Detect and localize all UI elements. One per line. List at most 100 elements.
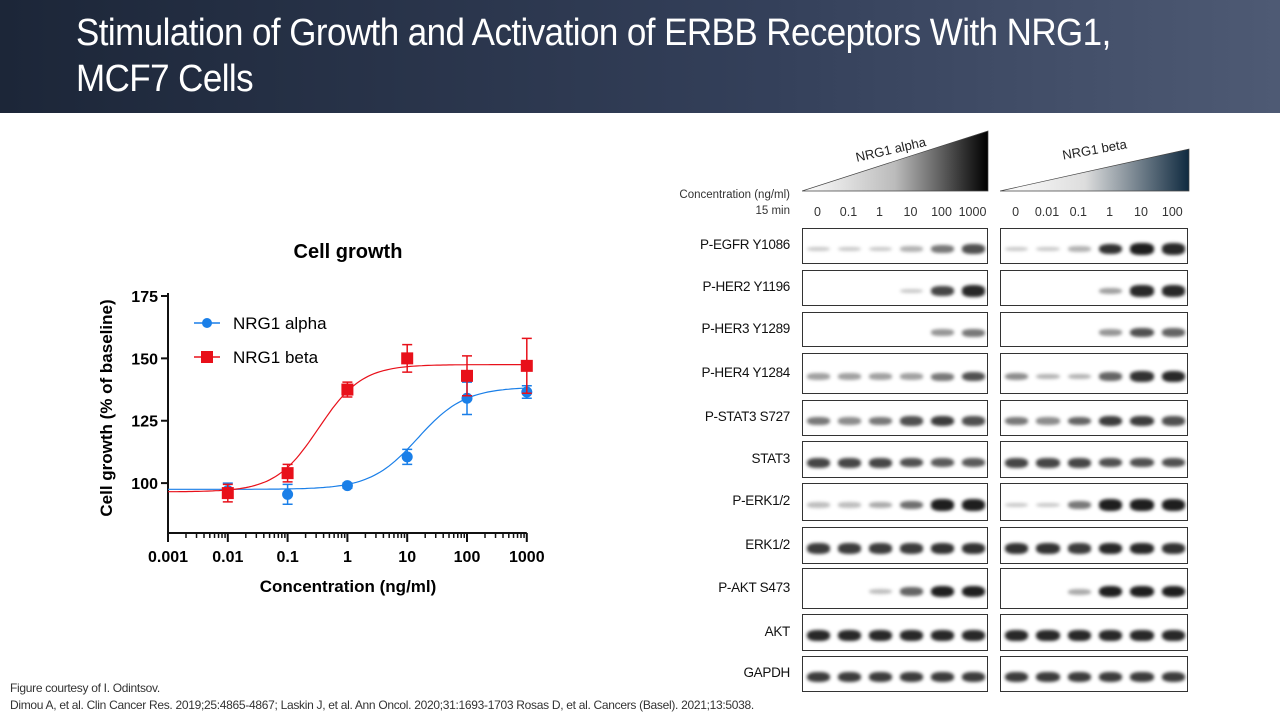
blot-row-label: GAPDH <box>743 665 790 680</box>
blot-beta <box>1000 656 1188 692</box>
blot-band <box>1005 502 1029 508</box>
blot-band <box>1099 542 1123 555</box>
lane-label-beta: 0 <box>1012 205 1020 219</box>
blot-band <box>1099 329 1123 336</box>
blot-row-label: P-HER4 Y1284 <box>701 364 791 380</box>
blot-band <box>1161 585 1185 598</box>
data-point <box>520 359 533 372</box>
blot-band <box>838 629 861 642</box>
blot-band <box>869 457 892 468</box>
data-point <box>282 488 294 500</box>
lane-label-alpha: 1 <box>876 205 883 219</box>
blot-band <box>900 671 923 683</box>
blot-band <box>1099 585 1123 598</box>
blot-beta <box>1000 270 1188 306</box>
blot-band <box>1067 543 1091 554</box>
blot-band <box>962 285 985 297</box>
lane-label-alpha: 0 <box>814 205 821 219</box>
blot-beta <box>1000 228 1188 264</box>
blot-beta <box>1000 483 1188 521</box>
blot-band <box>962 328 985 337</box>
blot-alpha <box>802 614 988 651</box>
blot-band <box>1005 629 1029 642</box>
blot-band <box>900 543 923 554</box>
blot-band <box>1161 457 1185 468</box>
blot-band <box>931 499 954 511</box>
x-tick-label: 100 <box>454 549 481 566</box>
blot-band <box>869 543 892 554</box>
x-tick-label: 0.01 <box>212 549 243 566</box>
blot-band <box>807 246 830 252</box>
lane-label-alpha: 0.1 <box>839 205 858 219</box>
blot-band <box>1099 457 1123 468</box>
blot-band <box>900 246 923 252</box>
blot-band <box>1067 373 1091 380</box>
blot-band <box>807 543 830 554</box>
blot-band <box>869 588 892 595</box>
blot-band <box>900 416 923 426</box>
cell-growth-chart: Cell growth Cell growth (% of baseline) Co… <box>97 241 545 596</box>
lane-label-alpha: 10 <box>903 205 918 219</box>
y-tick-label: 125 <box>131 414 158 431</box>
blot-band <box>869 671 892 683</box>
blot-band <box>900 587 923 596</box>
blot-band <box>869 417 892 425</box>
blot-band <box>807 671 830 683</box>
blot-beta <box>1000 441 1188 478</box>
blot-band <box>838 373 861 380</box>
lane-label-beta: 0.01 <box>1034 205 1060 219</box>
blot-alpha <box>802 483 988 521</box>
blot-band <box>1130 243 1154 255</box>
blot-alpha <box>802 400 988 436</box>
blot-band <box>931 543 954 554</box>
blot-band <box>1036 671 1060 683</box>
blot-band <box>1161 328 1185 337</box>
blot-band <box>869 629 892 642</box>
blot-band <box>838 671 861 683</box>
blot-band <box>931 585 954 598</box>
blot-alpha <box>802 312 988 347</box>
blot-band <box>1099 499 1123 511</box>
blot-alpha <box>802 353 988 394</box>
blot-band <box>1036 543 1060 554</box>
y-axis-label: Cell growth (% of baseline) <box>97 299 116 516</box>
blot-alpha <box>802 270 988 306</box>
data-point <box>401 451 413 463</box>
blot-band <box>1067 671 1091 683</box>
blot-band <box>931 457 954 468</box>
blot-band <box>900 629 923 642</box>
blot-band <box>869 373 892 380</box>
blot-band <box>962 499 985 511</box>
blot-band <box>1099 629 1123 642</box>
blot-band <box>1161 671 1185 683</box>
blot-band <box>900 373 923 380</box>
y-tick-label: 175 <box>131 289 158 306</box>
blot-band <box>1099 415 1123 427</box>
x-tick-label: 1 <box>343 549 352 566</box>
blot-band <box>1130 499 1154 511</box>
blot-beta <box>1000 614 1188 651</box>
data-point <box>341 480 353 492</box>
blot-band <box>1005 246 1029 252</box>
blot-band <box>962 585 985 598</box>
blot-band <box>1099 287 1123 295</box>
blot-band <box>1036 417 1060 425</box>
blot-band <box>931 629 954 642</box>
beta-concentration-wedge <box>1000 148 1190 192</box>
blot-row-label: P-EGFR Y1086 <box>700 237 790 252</box>
blot-band <box>1099 372 1123 381</box>
figure-courtesy: Figure courtesy of I. Odintsov. <box>10 681 160 695</box>
blot-band <box>1005 417 1029 425</box>
blot-band <box>931 372 954 381</box>
blot-band <box>1130 285 1154 297</box>
concentration-label: Concentration (ng/ml) <box>679 189 790 201</box>
legend-marker <box>201 351 213 363</box>
blot-band <box>1161 629 1185 642</box>
blot-band <box>1161 370 1185 383</box>
blot-band <box>962 457 985 468</box>
x-tick-label: 0.001 <box>148 549 188 566</box>
blot-band <box>931 415 954 427</box>
blot-band <box>1067 501 1091 509</box>
blot-alpha <box>802 228 988 264</box>
blot-band <box>1036 373 1060 380</box>
